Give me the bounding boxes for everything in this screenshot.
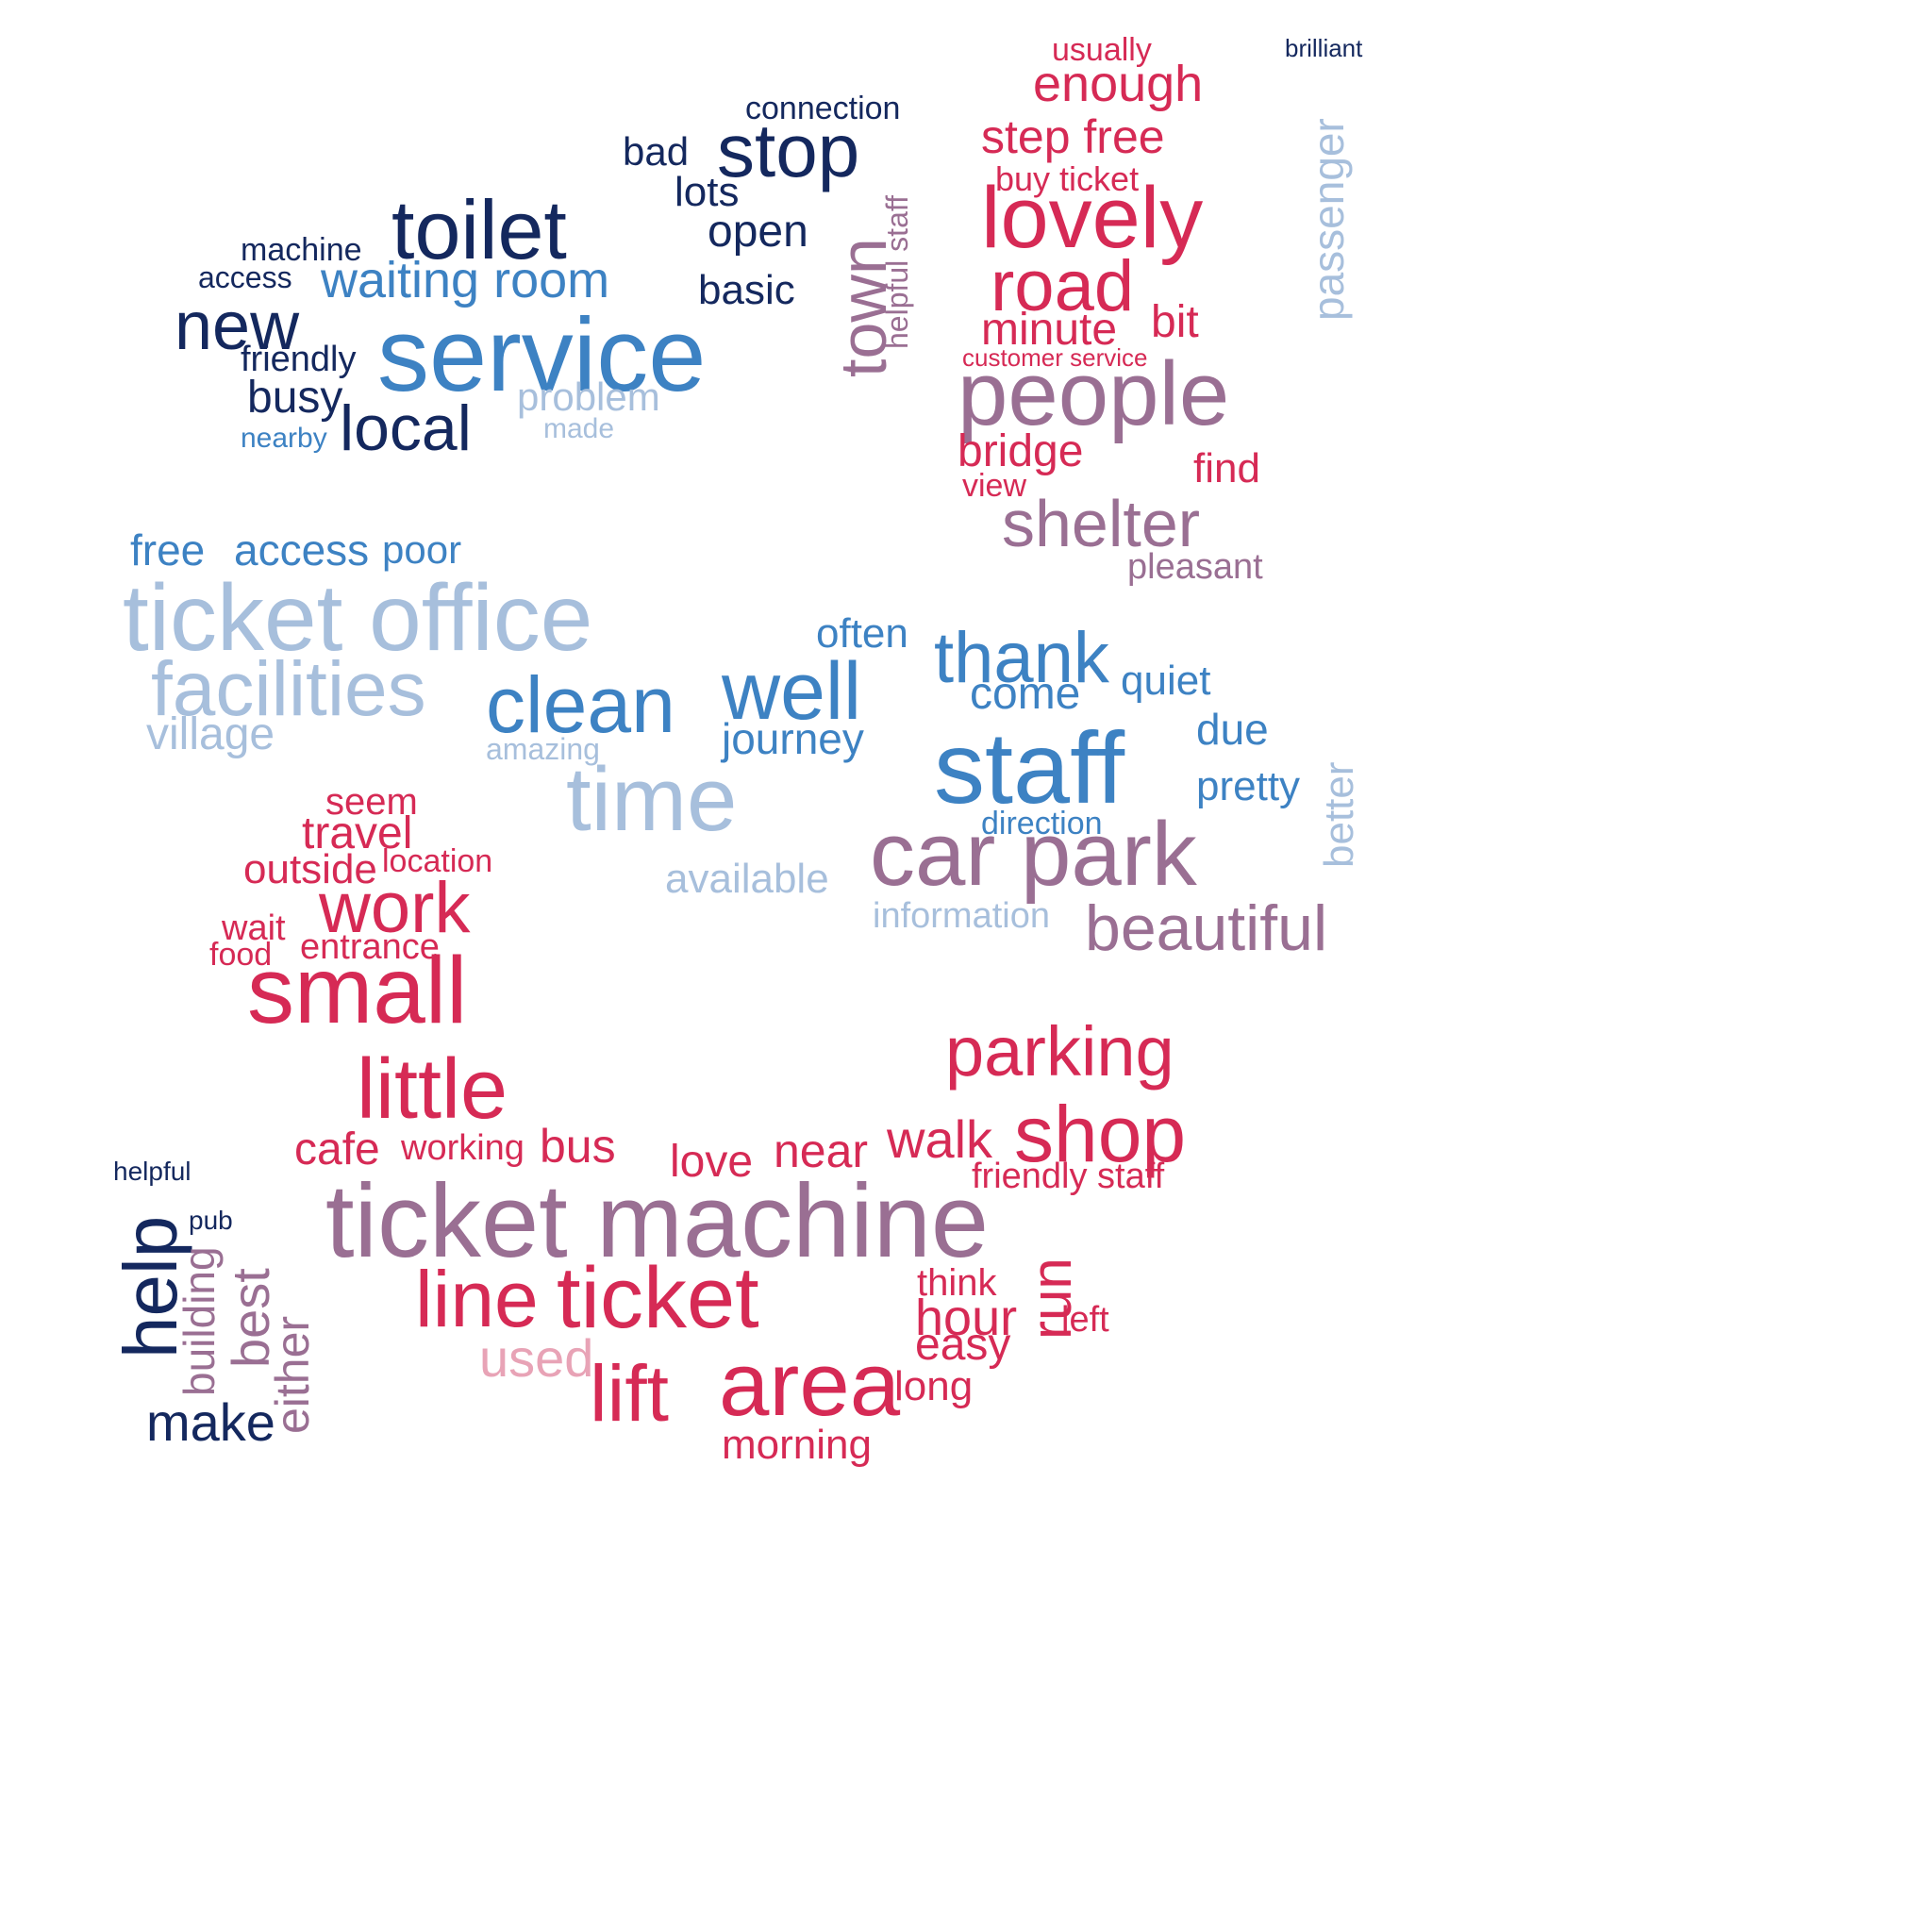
word-nearby: nearby <box>241 423 327 454</box>
word-busy: busy <box>247 373 343 423</box>
word-helpful: helpful <box>113 1157 192 1186</box>
word-access-mid: access <box>234 525 370 575</box>
word-shop: shop <box>1014 1090 1187 1178</box>
word-service: service <box>377 297 707 413</box>
word-local: local <box>340 392 472 464</box>
word-passenger: passenger <box>1304 118 1353 321</box>
word-direction: direction <box>981 806 1103 841</box>
word-pleasant: pleasant <box>1127 547 1263 587</box>
word-view: view <box>962 468 1027 504</box>
word-lovely: lovely <box>981 170 1204 266</box>
word-helpful-staff: helpful staff <box>880 194 914 349</box>
word-think: think <box>917 1262 997 1304</box>
word-small: small <box>247 938 468 1043</box>
word-bus: bus <box>540 1120 616 1173</box>
word-walk: walk <box>887 1109 993 1169</box>
word-problem: problem <box>517 375 660 419</box>
word-free: free <box>130 525 206 575</box>
word-buy-ticket: buy ticket <box>995 159 1140 198</box>
word-road: road <box>991 246 1135 326</box>
word-clean: clean <box>486 660 675 749</box>
word-facilities: facilities <box>151 646 426 732</box>
word-line: line <box>415 1255 539 1343</box>
word-made: made <box>543 413 615 444</box>
word-new: new <box>175 289 300 364</box>
word-thank: thank <box>934 618 1109 698</box>
word-village: village <box>146 709 275 759</box>
word-available: available <box>665 856 829 902</box>
word-parking: parking <box>945 1012 1174 1091</box>
word-people: people <box>958 343 1230 444</box>
word-well: well <box>722 646 862 737</box>
word-easy: easy <box>915 1320 1011 1370</box>
word-open: open <box>708 207 808 257</box>
word-morning: morning <box>722 1422 872 1468</box>
word-poor: poor <box>382 527 462 572</box>
word-used: used <box>479 1328 594 1388</box>
word-either: either <box>266 1315 319 1434</box>
word-cafe: cafe <box>294 1124 380 1174</box>
word-ticket: ticket <box>557 1250 759 1346</box>
word-friendly: friendly <box>241 340 357 379</box>
word-enough: enough <box>1033 56 1204 112</box>
word-love: love <box>670 1137 754 1187</box>
word-area: area <box>719 1334 901 1435</box>
word-ticket-office: ticket office <box>123 565 593 671</box>
word-bit: bit <box>1151 297 1199 347</box>
word-quiet: quiet <box>1121 658 1211 704</box>
word-information: information <box>873 896 1050 936</box>
word-time: time <box>566 749 738 850</box>
word-come: come <box>970 669 1081 719</box>
word-outside: outside <box>243 846 377 892</box>
word-brilliant: brilliant <box>1285 34 1363 62</box>
word-hour: hour <box>915 1290 1018 1346</box>
word-step-free: step free <box>981 110 1165 163</box>
word-seem: seem <box>325 781 418 823</box>
word-often: often <box>816 610 908 657</box>
word-friendly-staff: friendly staff <box>972 1157 1165 1196</box>
word-better: better <box>1316 761 1362 868</box>
word-pub: pub <box>189 1206 233 1235</box>
word-access-top: access <box>198 260 292 294</box>
word-basic: basic <box>698 267 795 313</box>
word-minute: minute <box>981 305 1118 355</box>
word-beautiful: beautiful <box>1085 892 1328 964</box>
word-find: find <box>1193 445 1260 491</box>
word-bridge: bridge <box>958 426 1084 476</box>
word-toilet: toilet <box>391 183 567 276</box>
word-building: building <box>175 1246 224 1396</box>
word-long: long <box>894 1363 974 1409</box>
word-machine: machine <box>241 232 362 268</box>
word-bad: bad <box>623 129 690 174</box>
word-ticket-machine: ticket machine <box>325 1163 990 1279</box>
word-waiting-room: waiting room <box>321 252 610 308</box>
word-lift: lift <box>590 1349 669 1438</box>
word-usually: usually <box>1052 32 1152 68</box>
word-due: due <box>1196 705 1269 754</box>
word-amazing: amazing <box>486 732 600 766</box>
word-staff: staff <box>934 710 1125 824</box>
word-work: work <box>319 868 471 948</box>
word-entrance: entrance <box>300 927 440 967</box>
word-little: little <box>357 1042 508 1137</box>
word-customer-service: customer service <box>962 343 1148 372</box>
word-journey: journey <box>722 714 864 763</box>
word-working: working <box>401 1128 525 1168</box>
word-left: left <box>1061 1300 1109 1340</box>
word-pretty: pretty <box>1196 763 1301 809</box>
word-make: make <box>146 1392 275 1452</box>
word-food: food <box>209 937 273 973</box>
word-wait: wait <box>222 908 286 948</box>
word-near: near <box>774 1124 869 1177</box>
word-travel: travel <box>302 808 413 858</box>
word-shelter: shelter <box>1002 487 1201 560</box>
word-connection: connection <box>745 91 901 126</box>
word-car-park: car park <box>870 804 1197 905</box>
word-lots: lots <box>675 169 740 215</box>
word-location: location <box>382 843 493 879</box>
word-stop: stop <box>717 108 860 192</box>
